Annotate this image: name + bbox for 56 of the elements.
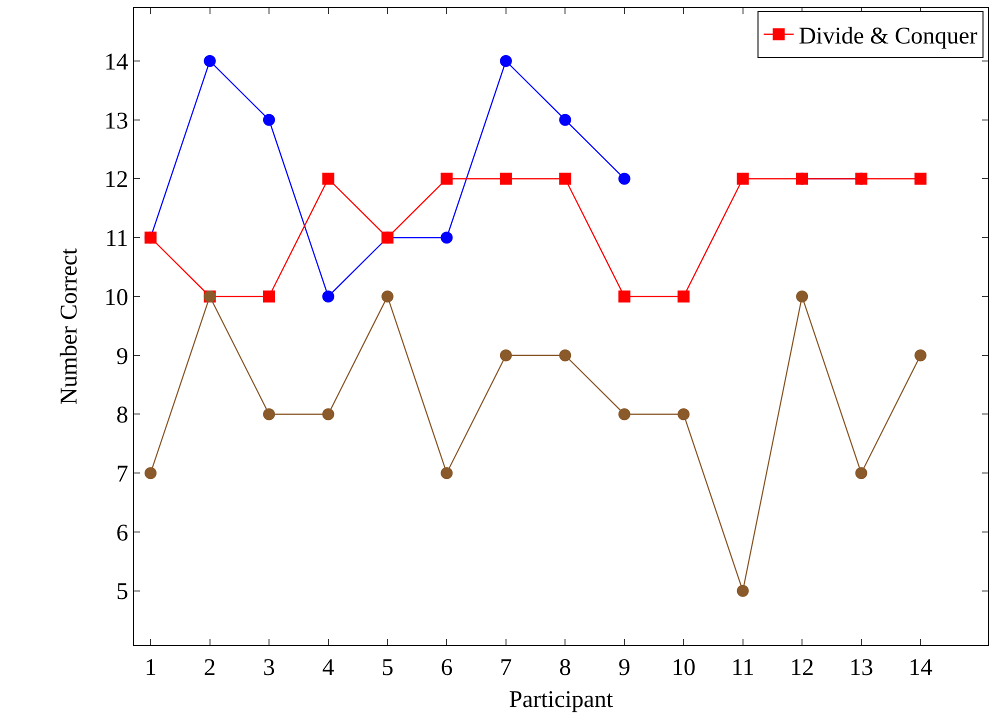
point (618, 408, 630, 420)
x-tick-label: 3 (263, 654, 276, 681)
point (678, 408, 690, 420)
x-tick-label: 5 (381, 654, 394, 681)
y-tick-label: 5 (116, 579, 128, 606)
point (263, 290, 276, 302)
x-tick-label: 2 (204, 654, 216, 681)
point (204, 54, 216, 67)
point (263, 408, 276, 420)
point (440, 172, 453, 185)
point (914, 172, 926, 185)
point (796, 290, 808, 302)
point (440, 232, 453, 244)
point (500, 172, 512, 185)
x-tick-label: 14 (908, 654, 932, 681)
y-tick-label: 7 (116, 461, 128, 488)
x-axis-title: Participant (509, 687, 614, 714)
point (736, 584, 749, 597)
point (322, 408, 334, 420)
y-tick-label: 11 (105, 226, 128, 252)
point (381, 290, 394, 302)
y-tick-label: 13 (104, 108, 128, 134)
point (322, 290, 334, 302)
point (500, 349, 512, 362)
point (559, 114, 572, 126)
point (618, 290, 630, 302)
x-tick-label: 8 (559, 654, 572, 681)
point (855, 467, 868, 480)
point (263, 114, 276, 126)
y-tick-label: 6 (116, 520, 128, 546)
point (144, 467, 157, 480)
point (559, 172, 572, 185)
y-tick-label: 14 (104, 49, 128, 76)
point (500, 54, 512, 67)
point (440, 467, 453, 480)
point (618, 172, 630, 185)
point (914, 349, 926, 362)
y-tick-label: 8 (116, 402, 128, 429)
x-tick-label: 10 (672, 654, 696, 681)
x-tick-label: 7 (500, 654, 512, 681)
point (559, 349, 572, 362)
x-tick-label: 11 (731, 654, 754, 681)
y-axis-title: Number Correct (56, 248, 82, 405)
point (678, 290, 690, 302)
x-tick-label: 1 (144, 654, 157, 681)
x-tick-label: 4 (322, 654, 334, 681)
y-tick-label: 9 (116, 344, 128, 370)
y-tick-label: 12 (104, 167, 128, 194)
x-tick-label: 12 (790, 654, 814, 681)
point (322, 172, 334, 185)
x-tick-label: 9 (618, 654, 630, 681)
x-tick-label: 13 (849, 654, 874, 681)
y-tick-label: 10 (104, 284, 128, 311)
x-tick-label: 6 (440, 654, 453, 681)
legend-label: Divide & Conquer (798, 24, 978, 50)
point (736, 172, 749, 185)
